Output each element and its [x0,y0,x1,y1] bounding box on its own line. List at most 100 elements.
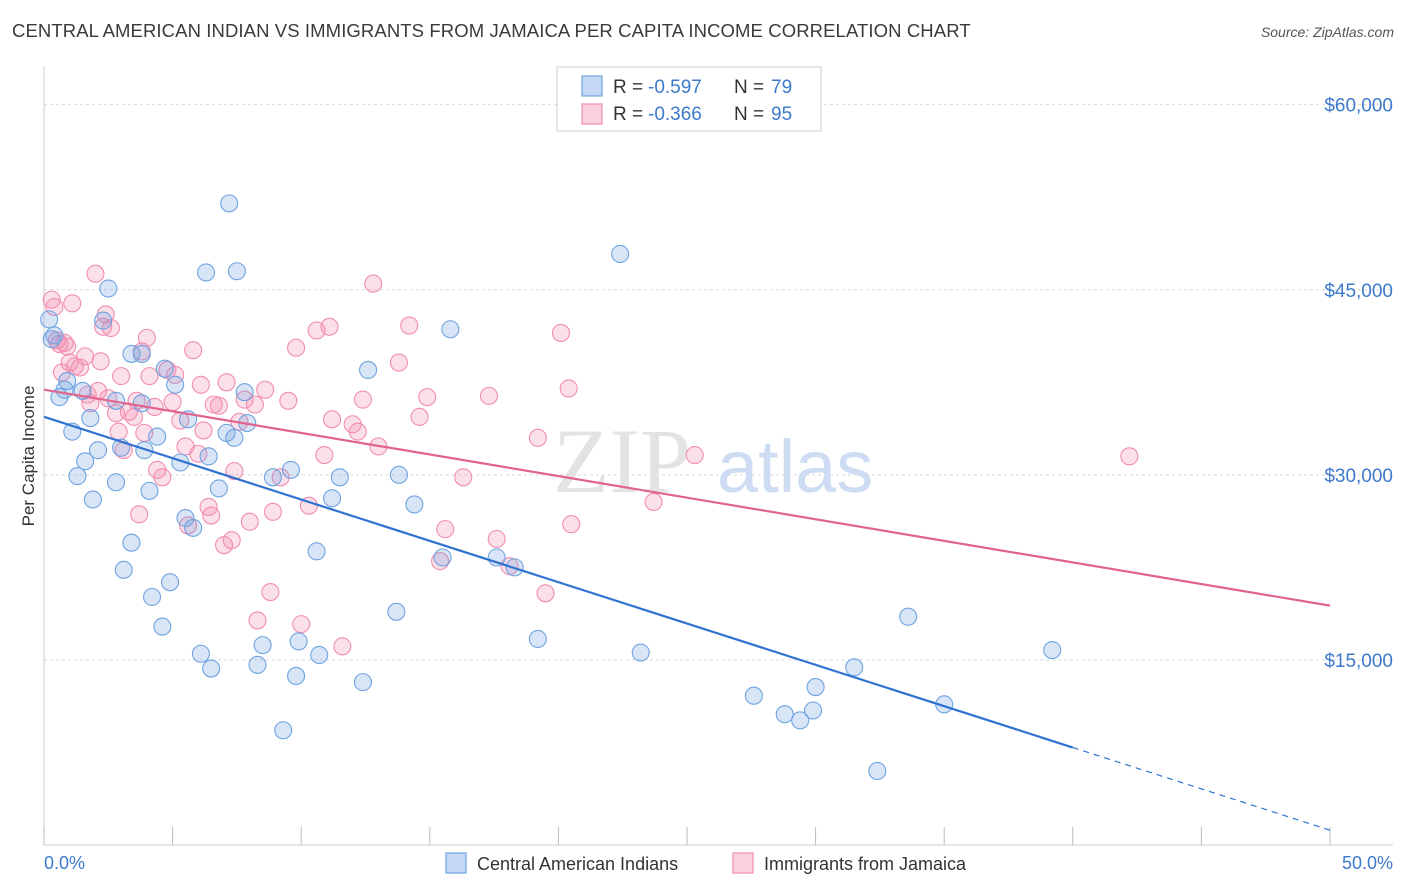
point-central-american-indian [253,636,272,655]
point-jamaica [279,391,298,410]
point-central-american-indian [330,468,349,487]
point-central-american-indian [289,632,308,651]
point-central-american-indian [845,658,864,677]
point-jamaica [389,353,408,372]
legend-n-value-2: 95 [771,104,792,125]
point-central-american-indian [106,473,126,492]
point-jamaica [292,615,311,634]
y-tick-label: $60,000 [1324,96,1393,117]
point-central-american-indian [868,761,887,781]
point-central-american-indian [389,465,408,484]
bottom-legend-label-pink: Immigrants from Jamaica [764,854,967,874]
point-central-american-indian [528,629,547,648]
point-jamaica [184,341,203,360]
point-jamaica [194,421,213,440]
point-central-american-indian [248,655,267,674]
point-central-american-indian [775,705,794,724]
chart-title: CENTRAL AMERICAN INDIAN VS IMMIGRANTS FR… [12,20,971,41]
legend-r-value-2: -0.366 [648,104,702,125]
point-central-american-indian [803,701,823,720]
point-jamaica [235,390,254,409]
point-jamaica [364,274,383,293]
point-jamaica [137,328,156,347]
point-jamaica [436,520,455,539]
legend-r-label-2: R = [613,104,643,125]
bottom-legend-label-blue: Central American Indians [477,854,678,874]
series-legend: Central American Indians Immigrants from… [445,852,967,874]
point-jamaica [562,515,581,534]
point-central-american-indian [148,427,167,446]
point-central-american-indian [263,468,282,487]
point-central-american-indian [387,602,406,621]
point-jamaica [320,317,339,336]
point-central-american-indian [744,686,763,705]
x-tick-right: 50.0% [1342,853,1393,873]
point-jamaica [42,290,61,309]
point-jamaica [644,492,663,512]
point-jamaica [112,367,131,386]
point-jamaica [528,428,547,447]
point-jamaica [536,584,555,603]
point-central-american-indian [68,467,87,486]
axes [43,66,1393,846]
point-jamaica [222,531,241,550]
point-central-american-indian [631,643,650,662]
point-jamaica [70,358,90,377]
point-central-american-indian [153,617,172,636]
y-tick-labels: $15,000 $30,000 $45,000 $60,000 [1324,96,1393,672]
y-tick-label: $45,000 [1324,281,1393,302]
point-central-american-indian [83,490,102,509]
point-jamaica [86,264,105,283]
point-jamaica [178,516,198,535]
point-jamaica [271,468,290,487]
watermark: ZIP atlas [553,410,873,512]
point-jamaica [487,529,506,549]
point-jamaica [315,446,334,465]
point-jamaica [106,404,126,423]
point-central-american-indian [441,320,460,339]
point-central-american-indian [227,262,246,281]
point-jamaica [202,506,221,525]
point-jamaica [348,422,367,441]
point-central-american-indian [611,244,630,264]
point-jamaica [91,352,110,371]
point-jamaica [63,294,82,313]
watermark-atlas: atlas [717,425,873,508]
point-central-american-indian [323,489,342,508]
legend-n-label-1: N = [734,77,764,98]
point-jamaica [58,337,77,356]
y-axis-label: Per Capita Income [19,386,38,527]
point-central-american-indian [166,375,185,394]
point-central-american-indian [287,666,306,686]
point-central-american-indian [160,573,180,592]
point-central-american-indian [40,310,59,329]
point-central-american-indian [196,263,216,282]
point-jamaica [454,468,473,487]
point-central-american-indian [142,587,162,607]
point-central-american-indian [202,659,221,678]
point-jamaica [685,446,704,465]
point-jamaica [163,392,182,412]
point-jamaica [225,462,244,481]
trend-line-blue-extension [1072,746,1331,831]
point-central-american-indian [433,548,452,567]
point-jamaica [263,502,282,521]
legend-swatch-blue [581,75,603,97]
point-central-american-indian [1043,640,1062,660]
point-central-american-indian [806,678,825,697]
point-jamaica [140,367,159,386]
bottom-legend-swatch-pink [732,852,754,874]
point-jamaica [245,395,264,414]
point-central-american-indian [310,645,329,665]
bottom-legend-swatch-blue [445,852,467,874]
point-central-american-indian [45,326,64,345]
point-jamaica [240,512,259,531]
point-jamaica [109,422,128,441]
point-jamaica [166,365,185,384]
point-jamaica [248,611,267,630]
watermark-zip: ZIP [553,410,691,512]
point-central-american-indian [140,481,159,500]
point-central-american-indian [405,495,424,514]
point-central-american-indian [220,194,239,213]
point-central-american-indian [88,441,108,460]
